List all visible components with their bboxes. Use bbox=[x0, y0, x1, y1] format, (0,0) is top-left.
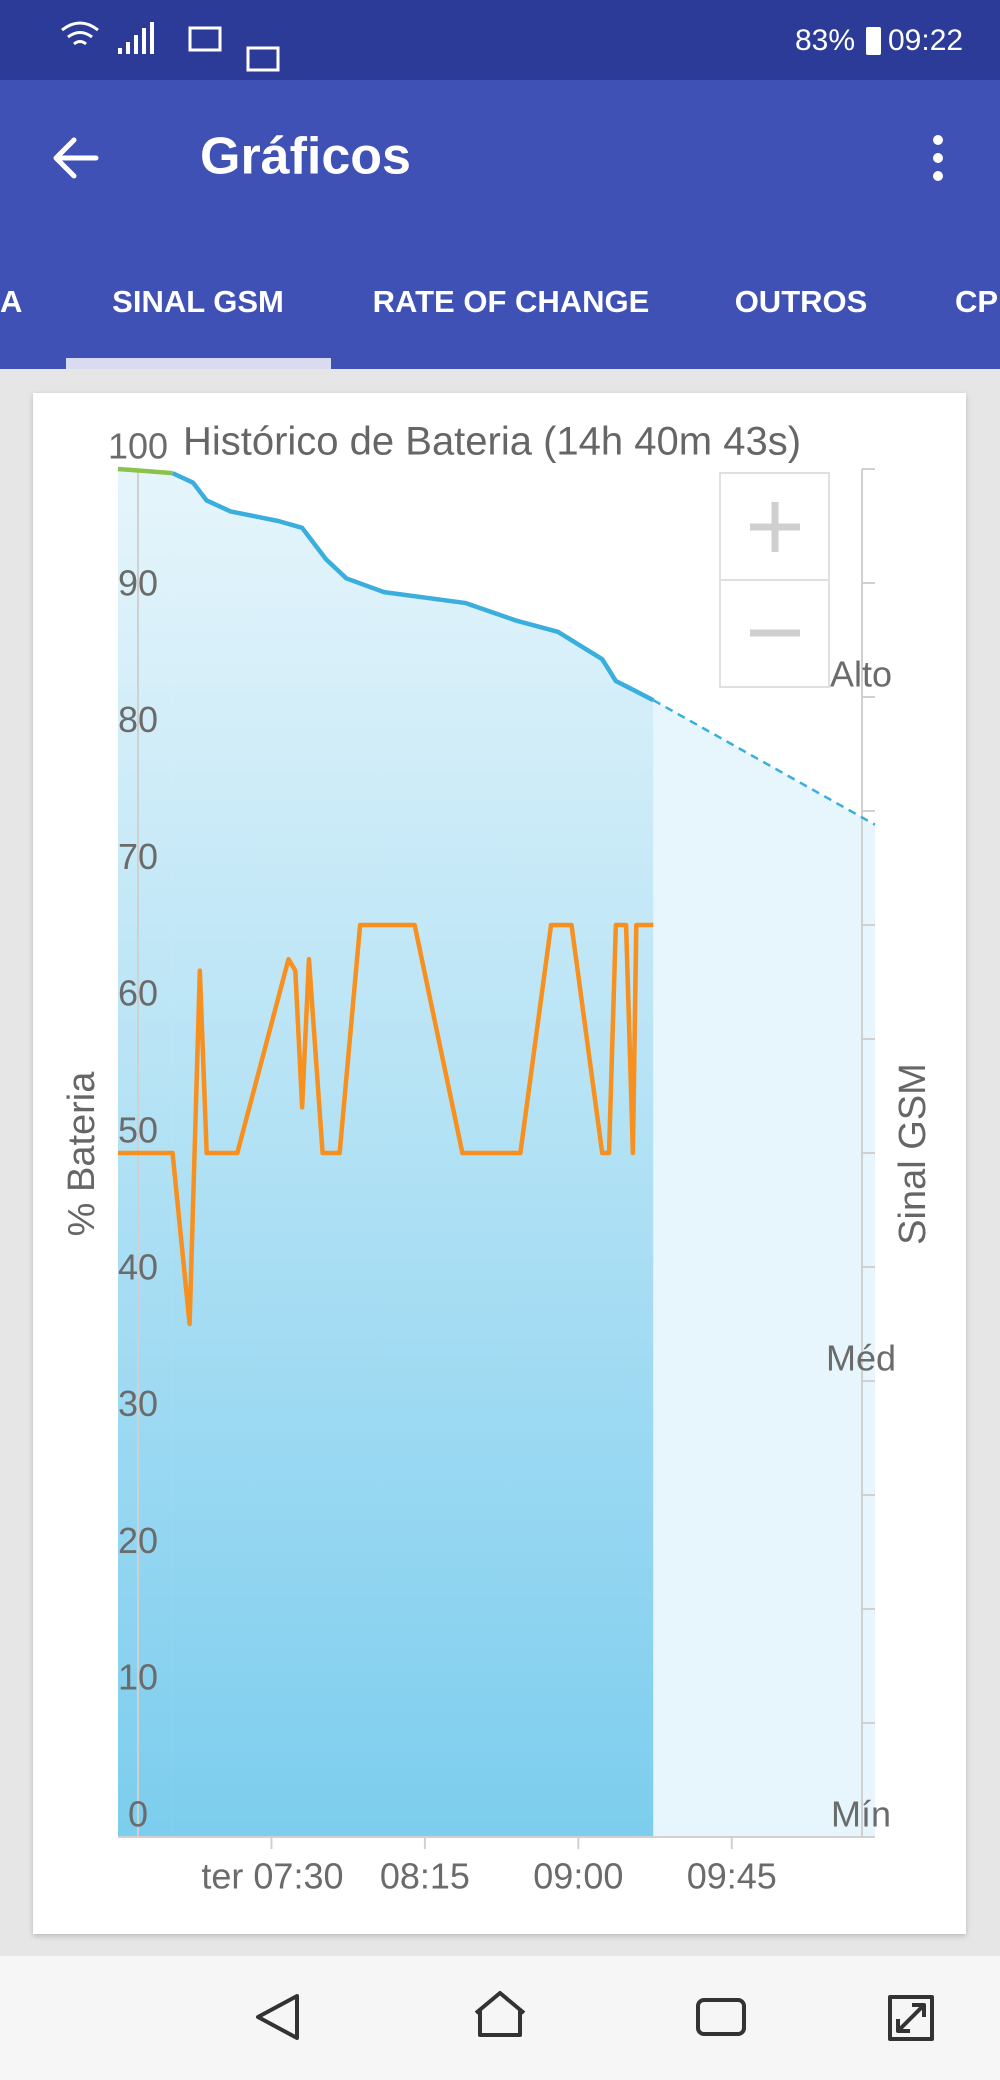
x-tick-label: 08:15 bbox=[380, 1856, 470, 1897]
signal-icon bbox=[118, 22, 154, 54]
y2-axis-title: Sinal GSM bbox=[892, 1063, 934, 1245]
battery-level: 83% bbox=[795, 24, 855, 57]
y-tick-label: 70 bbox=[118, 836, 158, 877]
tab[interactable]: OUTROS bbox=[735, 284, 868, 319]
tab[interactable]: RATE OF CHANGE bbox=[373, 284, 650, 319]
zoom-controls bbox=[719, 472, 830, 688]
x-tick-label: 09:00 bbox=[533, 1856, 623, 1897]
y2-tick-label: Méd bbox=[826, 1338, 896, 1379]
chart-title: Histórico de Bateria (14h 40m 43s) bbox=[183, 420, 801, 464]
plot: 0 10 20 30 40 50 60 70 80 90 100 Mín Méd Alto ter 07:3… bbox=[108, 426, 896, 1897]
nav-expand[interactable] bbox=[888, 1995, 934, 2041]
series-line bbox=[171, 471, 655, 703]
y-tick-label: 90 bbox=[118, 562, 158, 603]
app-title: Gráficos bbox=[200, 128, 411, 186]
y-tick-label: 20 bbox=[118, 1520, 158, 1561]
series-line bbox=[652, 699, 876, 826]
tab-bar: A SINAL GSM RATE OF CHANGE OUTROS CP bbox=[0, 284, 998, 319]
y-tick-label: 40 bbox=[118, 1246, 158, 1287]
status-icons bbox=[61, 21, 280, 72]
tab-indicator bbox=[66, 358, 331, 369]
y-tick-label: 50 bbox=[118, 1110, 158, 1151]
y-axis-title: % Bateria bbox=[61, 1071, 103, 1237]
app-bar bbox=[0, 80, 1000, 369]
battery-icon bbox=[866, 27, 881, 55]
nav-home[interactable] bbox=[474, 1991, 526, 2037]
y-tick-label: 80 bbox=[118, 699, 158, 740]
series-line bbox=[117, 466, 173, 476]
y2-tick-label: Mín bbox=[831, 1794, 891, 1835]
nav-bar bbox=[0, 1956, 1000, 2080]
clock: 09:22 bbox=[888, 24, 963, 57]
y-tick-label: 30 bbox=[118, 1383, 158, 1424]
y-tick-label: 10 bbox=[118, 1657, 158, 1698]
x-tick-label: 09:45 bbox=[687, 1856, 777, 1897]
y-tick-label: 0 bbox=[128, 1794, 148, 1835]
zoom-in[interactable] bbox=[750, 502, 800, 552]
series-line bbox=[118, 922, 654, 1327]
y-tick-label: 60 bbox=[118, 973, 158, 1014]
status-bar bbox=[0, 0, 1000, 80]
tab[interactable]: CP bbox=[955, 284, 998, 319]
menu-button[interactable] bbox=[933, 135, 943, 181]
nav-back[interactable] bbox=[256, 1994, 299, 2040]
tab[interactable]: SINAL GSM bbox=[112, 284, 284, 319]
area-fill bbox=[172, 473, 654, 1837]
back-button[interactable] bbox=[53, 137, 99, 179]
tab[interactable]: A bbox=[0, 284, 22, 319]
area-fill bbox=[653, 700, 875, 1837]
y-tick-label: 100 bbox=[108, 426, 168, 467]
nav-recents[interactable] bbox=[696, 1998, 746, 2036]
y2-tick-label: Alto bbox=[830, 654, 892, 695]
x-tick-label: ter 07:30 bbox=[201, 1856, 343, 1897]
